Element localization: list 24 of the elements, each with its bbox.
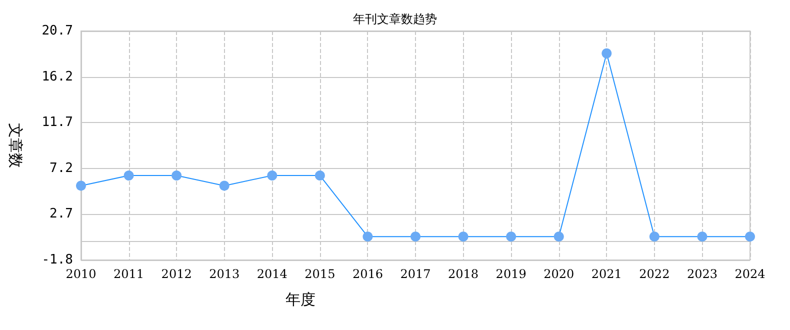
y-tick-label: 20.7 <box>42 24 73 38</box>
y-tick-label: -1.8 <box>42 252 73 268</box>
x-tick-label: 2020 <box>544 267 574 281</box>
x-tick-label: 2021 <box>591 267 622 281</box>
x-tick-label: 2010 <box>66 267 96 281</box>
chart-title: 年刊文章数趋势 <box>353 12 437 26</box>
x-tick-label: 2015 <box>304 267 336 281</box>
x-tick-label: 2016 <box>352 267 383 281</box>
x-tick-label: 2022 <box>639 267 670 281</box>
x-axis-title: 年度 <box>286 290 316 308</box>
x-tick-label: 2013 <box>209 267 240 281</box>
x-tick-label: 2012 <box>161 267 192 281</box>
y-tick-label: 7.2 <box>50 160 73 176</box>
y-tick-label: 2.7 <box>50 206 73 222</box>
y-tick-label: 11.7 <box>42 115 73 130</box>
x-tick-label: 2017 <box>400 267 431 281</box>
x-tick-label: 2023 <box>686 267 718 281</box>
x-tick-label: 2018 <box>448 267 479 281</box>
x-tick-label: 2011 <box>114 267 144 281</box>
x-tick-label: 2019 <box>496 267 526 281</box>
y-axis-title: 文章数 <box>6 123 24 168</box>
x-tick-label: 2014 <box>256 267 288 281</box>
x-tick-label: 2024 <box>734 267 766 281</box>
y-tick-label: 16.2 <box>42 69 73 84</box>
